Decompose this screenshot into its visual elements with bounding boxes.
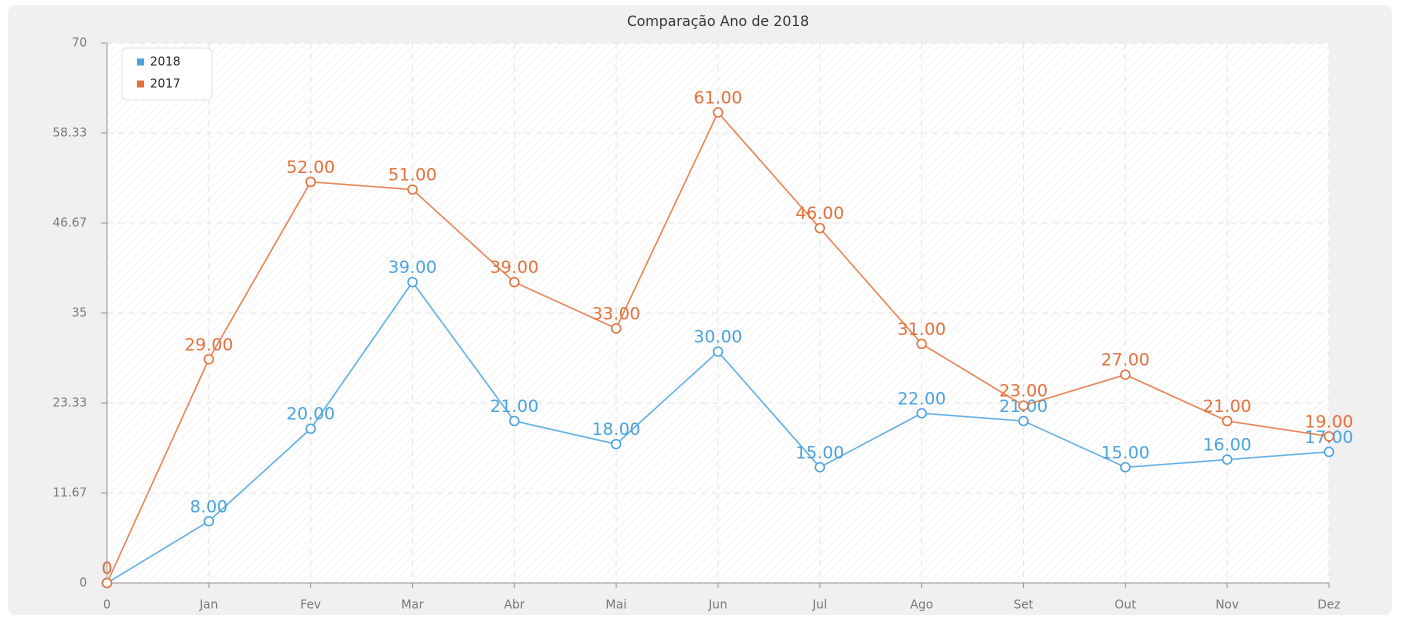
point: [916, 338, 927, 350]
point: [1221, 454, 1233, 465]
value-label: 18.00: [592, 420, 641, 440]
x-tick-label: Fev: [300, 598, 321, 612]
point: [814, 222, 826, 234]
legend-box: [121, 47, 213, 101]
value-label: 23.00: [999, 382, 1048, 402]
value-label: 19.00: [1305, 412, 1354, 432]
x-tick-label: Jun: [708, 598, 728, 612]
legend-label: 2017: [150, 77, 181, 91]
x-tick-label: Out: [1114, 598, 1136, 612]
point: [305, 423, 316, 434]
y-tick-label: 70: [72, 36, 87, 50]
point: [610, 323, 622, 334]
point: [1018, 400, 1029, 411]
point: [305, 176, 316, 188]
legend-swatch: [137, 58, 144, 66]
x-tick-label: 0: [103, 598, 111, 612]
point: [1018, 415, 1029, 427]
y-tick-label: 11.67: [53, 485, 87, 499]
value-label: 16.00: [1203, 436, 1252, 456]
y-tick-label: 58.33: [53, 126, 87, 140]
value-label: 30.00: [694, 328, 743, 348]
value-label: 21.00: [1203, 397, 1252, 417]
point: [203, 516, 215, 527]
point: [407, 184, 418, 195]
value-label: 8.00: [190, 497, 228, 517]
legend-label: 2018: [150, 55, 181, 69]
point: [610, 438, 622, 450]
point: [1323, 431, 1335, 442]
y-tick-label: 35: [72, 306, 87, 320]
value-label: 27.00: [1101, 351, 1150, 371]
point: [1120, 369, 1131, 380]
value-label: 29.00: [184, 335, 233, 355]
value-label: 39.00: [490, 258, 539, 278]
legend-swatch: [137, 80, 144, 88]
point: [101, 577, 113, 589]
point: [407, 276, 418, 288]
value-label: 46.00: [795, 204, 844, 224]
point: [1120, 462, 1131, 473]
point: [916, 408, 927, 419]
point: [509, 276, 520, 288]
y-tick-label: 46.67: [53, 215, 87, 229]
x-tick-label: Set: [1014, 598, 1034, 612]
point: [509, 415, 520, 427]
x-tick-label: Jan: [199, 598, 219, 612]
y-tick-label: 0: [79, 576, 87, 590]
point: [203, 354, 215, 365]
value-label: 0: [102, 559, 113, 579]
value-label: 61.00: [694, 88, 743, 108]
value-label: 31.00: [897, 320, 946, 340]
value-label: 15.00: [795, 443, 844, 463]
point: [1323, 446, 1335, 458]
y-tick-label: 23.33: [53, 396, 87, 410]
value-label: 0: [102, 559, 113, 579]
value-label: 33.00: [592, 304, 641, 324]
point: [712, 346, 724, 357]
point: [712, 107, 724, 118]
value-label: 52.00: [286, 158, 335, 178]
x-tick-label: Nov: [1215, 598, 1238, 612]
x-tick-label: Ago: [910, 598, 933, 612]
value-label: 21.00: [490, 397, 539, 417]
value-label: 51.00: [388, 166, 437, 186]
value-label: 20.00: [286, 405, 335, 425]
value-label: 15.00: [1101, 443, 1150, 463]
x-tick-label: Mai: [606, 598, 627, 612]
value-label: 39.00: [388, 258, 437, 278]
point: [1221, 415, 1233, 427]
chart-title: Comparação Ano de 2018: [627, 14, 809, 30]
x-tick-label: Dez: [1318, 598, 1341, 612]
x-tick-label: Abr: [504, 598, 525, 612]
x-tick-label: Jul: [812, 598, 827, 612]
x-tick-label: Mar: [401, 598, 424, 612]
point: [814, 462, 826, 473]
value-label: 22.00: [897, 389, 946, 409]
